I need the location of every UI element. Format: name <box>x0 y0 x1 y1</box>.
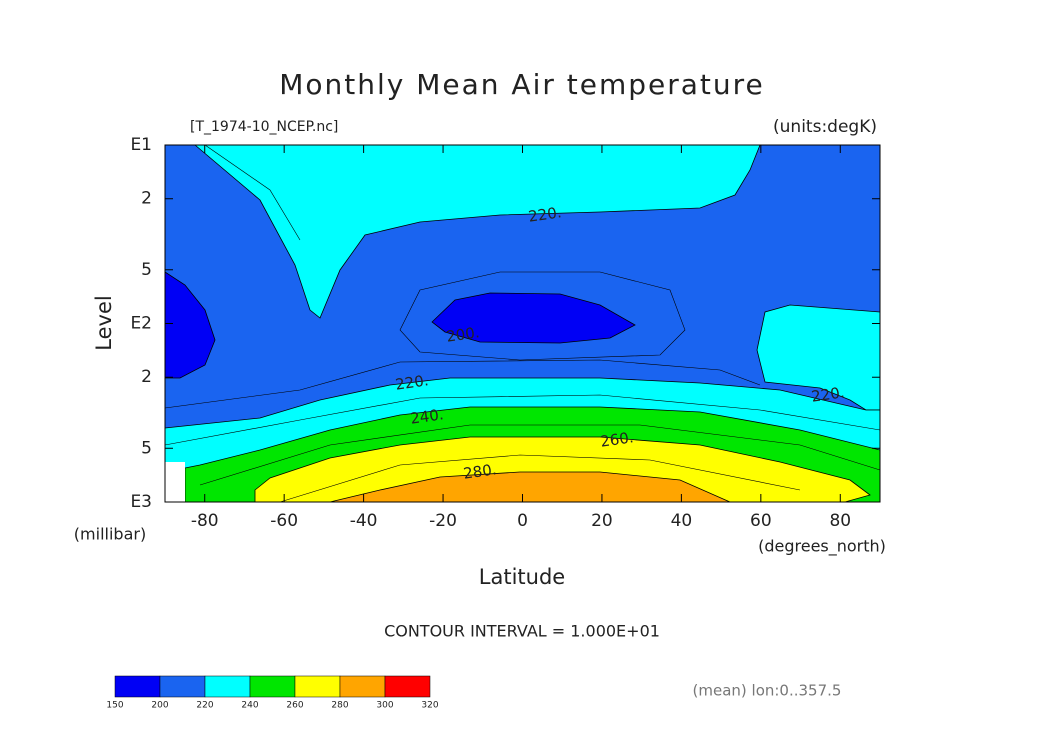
colorbar-swatch <box>384 675 431 698</box>
y-tick-label: 5 <box>141 438 152 458</box>
colorbar-label: 220 <box>196 701 213 711</box>
contour-label: 220. <box>810 383 846 405</box>
colorbar-swatch <box>339 675 386 698</box>
y-tick-label: E2 <box>130 314 152 334</box>
x-axis-label: Latitude <box>479 565 565 589</box>
colorbar-swatch <box>294 675 341 698</box>
colorbar-label: 150 <box>106 701 123 711</box>
y-tick-label: E3 <box>130 492 152 512</box>
x-tick-label: 0 <box>517 511 528 531</box>
contour-region <box>164 271 216 379</box>
x-tick-label: -80 <box>191 511 219 531</box>
colorbar-swatch <box>114 675 161 698</box>
contour-line <box>199 424 881 486</box>
colorbar-label: 320 <box>421 701 438 711</box>
x-tick-label: -60 <box>270 511 298 531</box>
contour-label: 240. <box>409 405 445 427</box>
contour-region <box>329 471 731 503</box>
contour-region <box>193 144 761 319</box>
x-tick-label: -20 <box>429 511 457 531</box>
x-axis-units: (degrees_north) <box>758 537 886 557</box>
y-tick-label: 2 <box>141 189 152 209</box>
colorbar-swatch <box>204 675 251 698</box>
contour-label: 200. <box>445 323 481 345</box>
x-tick-label: 40 <box>671 511 693 531</box>
x-tick-label: -40 <box>350 511 378 531</box>
colorbar-label: 260 <box>286 701 303 711</box>
x-tick-label: 80 <box>829 511 851 531</box>
contour-line <box>164 394 881 446</box>
chart-title: Monthly Mean Air temperature <box>279 68 765 101</box>
subtitle: [T_1974-10_NCEP.nc] <box>190 119 338 135</box>
missing-data <box>165 462 185 502</box>
contour-region <box>431 292 636 344</box>
colorbar-swatch <box>249 675 296 698</box>
y-tick-label: E1 <box>130 135 152 155</box>
x-tick-label: 20 <box>591 511 613 531</box>
contour-label: 260. <box>599 428 635 450</box>
units: (units:degK) <box>773 117 877 137</box>
contour-line <box>279 454 801 503</box>
y-axis-units: (millibar) <box>74 525 146 544</box>
contour-label: 280. <box>462 460 498 482</box>
colorbar-label: 200 <box>151 701 168 711</box>
contour-label: 220. <box>394 371 430 393</box>
colorbar-label: 240 <box>241 701 258 711</box>
contour-line <box>399 271 686 361</box>
contour-line <box>164 359 761 409</box>
colorbar-swatch <box>159 675 206 698</box>
x-tick-label: 60 <box>750 511 772 531</box>
contour-line <box>204 144 301 241</box>
colorbar-label: 300 <box>376 701 393 711</box>
y-tick-label: 2 <box>141 367 152 387</box>
contour-interval: CONTOUR INTERVAL = 1.000E+01 <box>384 622 660 641</box>
contour-label: 220. <box>527 203 563 225</box>
colorbar-label: 280 <box>331 701 348 711</box>
y-axis-label: Level <box>92 295 116 350</box>
footnote: (mean) lon:0..357.5 <box>693 682 842 700</box>
y-tick-label: 5 <box>141 260 152 280</box>
